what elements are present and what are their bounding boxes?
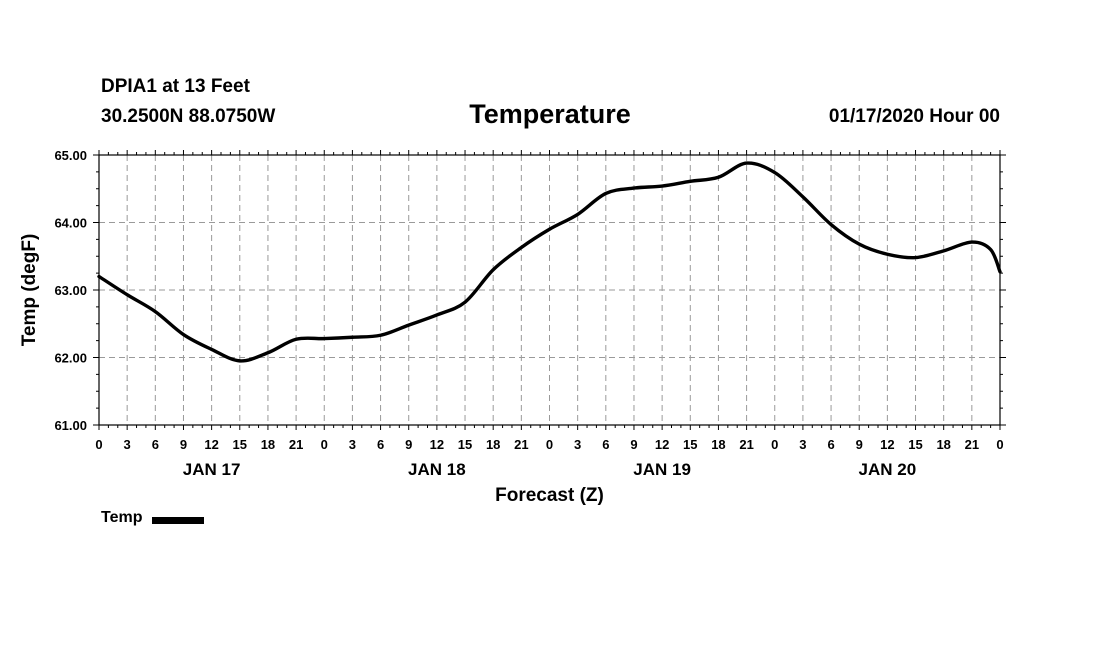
day-label: JAN 17 [183, 460, 241, 479]
legend: Temp [101, 509, 205, 527]
x-tick-label: 0 [996, 437, 1003, 452]
x-tick-label: 18 [486, 437, 500, 452]
series-layer [97, 161, 1002, 363]
x-tick-label: 21 [514, 437, 528, 452]
day-labels: JAN 17 JAN 18 JAN 19 JAN 20 [183, 460, 916, 479]
x-tick-label: 18 [261, 437, 275, 452]
legend-label: Temp [101, 509, 143, 526]
x-tick-label: 12 [655, 437, 669, 452]
x-tick-label: 6 [152, 437, 159, 452]
y-tick-label: 62.00 [54, 351, 87, 366]
x-tick-label: 18 [936, 437, 950, 452]
chart-title: Temperature [469, 99, 631, 129]
y-tick-labels: 61.00 62.00 63.00 64.00 65.00 [54, 148, 87, 433]
x-tick-label: 9 [405, 437, 412, 452]
grid-lines [99, 155, 1000, 425]
x-tick-label: 0 [546, 437, 553, 452]
x-tick-label: 15 [683, 437, 697, 452]
day-label: JAN 18 [408, 460, 466, 479]
y-tick-label: 61.00 [54, 418, 87, 433]
axis-ticks [93, 150, 1006, 430]
x-tick-label: 12 [880, 437, 894, 452]
x-tick-label: 18 [711, 437, 725, 452]
x-axis-title: Forecast (Z) [495, 485, 604, 506]
x-tick-label: 3 [349, 437, 356, 452]
x-tick-label: 0 [771, 437, 778, 452]
x-tick-label: 6 [602, 437, 609, 452]
x-tick-label: 15 [458, 437, 472, 452]
x-tick-label: 9 [856, 437, 863, 452]
x-tick-label: 15 [908, 437, 922, 452]
x-tick-label: 6 [827, 437, 834, 452]
x-tick-label: 12 [204, 437, 218, 452]
x-tick-label: 3 [124, 437, 131, 452]
x-tick-label: 9 [630, 437, 637, 452]
day-label: JAN 20 [859, 460, 917, 479]
x-tick-label: 21 [739, 437, 753, 452]
x-tick-label: 0 [95, 437, 102, 452]
x-tick-label: 9 [180, 437, 187, 452]
x-tick-label: 3 [799, 437, 806, 452]
x-tick-label: 21 [965, 437, 979, 452]
x-tick-label: 21 [289, 437, 303, 452]
legend-swatch [152, 516, 205, 524]
y-tick-label: 63.00 [54, 283, 87, 298]
station-coordinates: 30.2500N 88.0750W [101, 106, 276, 127]
y-tick-label: 65.00 [54, 148, 87, 163]
day-label: JAN 19 [633, 460, 691, 479]
x-tick-labels: 0 3 6 9 12 15 18 21 0 3 6 9 12 15 18 21 0 3 6 9 12 15 18 21 0 3 6 9… [95, 437, 1003, 452]
station-label: DPIA1 at 13 Feet [101, 76, 250, 97]
x-tick-label: 0 [321, 437, 328, 452]
y-tick-label: 64.00 [54, 216, 87, 231]
y-axis-title: Temp (degF) [19, 234, 40, 347]
x-tick-label: 12 [430, 437, 444, 452]
x-tick-label: 3 [574, 437, 581, 452]
temp-series-line [97, 161, 1002, 363]
x-tick-label: 15 [233, 437, 247, 452]
x-tick-label: 6 [377, 437, 384, 452]
forecast-run-time: 01/17/2020 Hour 00 [828, 106, 1000, 127]
